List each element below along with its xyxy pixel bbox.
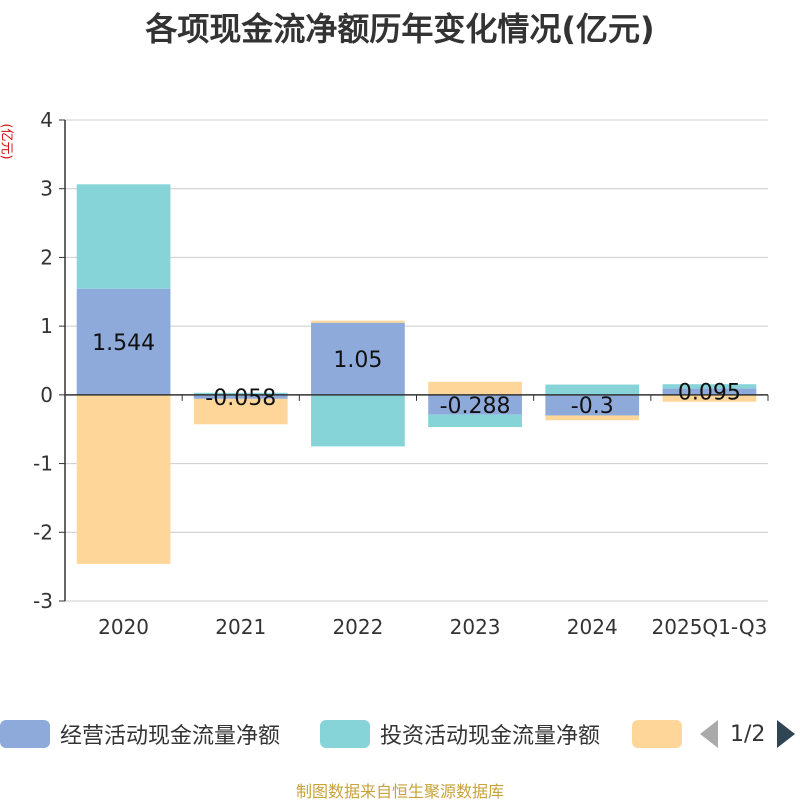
legend-swatch-operating (0, 720, 50, 748)
data-label: -0.288 (440, 394, 511, 419)
x-tick-label: 2021 (215, 615, 266, 639)
bar-operating (545, 394, 640, 416)
bar-investing (662, 384, 757, 389)
bar-financing (545, 415, 640, 421)
bar-investing (76, 184, 171, 289)
y-tick-label: -2 (33, 520, 53, 544)
y-tick-label: 1 (40, 314, 53, 338)
bar-investing (428, 414, 522, 428)
data-label: -0.3 (571, 394, 614, 419)
bar-operating (428, 394, 522, 415)
chart-title: 各项现金流净额历年变化情况(亿元) (145, 10, 655, 48)
data-label: 1.05 (333, 348, 382, 373)
data-label: 1.544 (92, 331, 155, 356)
data-source-note: 制图数据来自恒生聚源数据库 (295, 782, 504, 801)
bar-investing (311, 394, 405, 447)
x-tick-label: 2024 (567, 615, 618, 639)
bar-operating (193, 394, 288, 399)
bar-financing (76, 394, 171, 564)
y-tick-label: 4 (40, 108, 53, 132)
prev-page-icon[interactable] (700, 720, 718, 748)
data-label: 0.095 (678, 381, 741, 406)
legend-swatch-investing (320, 720, 370, 748)
bar-investing (193, 392, 288, 395)
legend: 经营活动现金流量净额 投资活动现金流量净额 (0, 716, 800, 756)
y-tick-label: 3 (40, 177, 53, 201)
legend-item-operating[interactable]: 经营活动现金流量净额 (0, 716, 280, 752)
legend-pager: 1/2 (700, 716, 796, 752)
y-tick-label: -1 (33, 452, 53, 476)
legend-item-financing[interactable] (632, 716, 682, 752)
bar-operating (662, 388, 757, 395)
x-tick-label: 2020 (98, 615, 149, 639)
bar-operating (311, 322, 405, 395)
legend-label-operating: 经营活动现金流量净额 (60, 724, 281, 749)
next-page-icon[interactable] (777, 720, 796, 748)
cash-flow-chart: -3 -2 -1 0 1 2 3 4 1.544 -0.058 1.05 -0.288 -0.3 0.09… (33, 108, 769, 639)
bar-operating (76, 288, 171, 395)
x-tick-label: 2025Q1-Q3 (652, 615, 768, 639)
y-tick-label: 2 (40, 245, 53, 269)
bar-financing (193, 398, 288, 425)
bar-financing (662, 394, 757, 402)
legend-item-investing[interactable]: 投资活动现金流量净额 (320, 716, 600, 752)
y-tick-label: -3 (33, 589, 53, 613)
x-tick-label: 2022 (332, 615, 383, 639)
bar-financing (311, 320, 405, 323)
data-label: -0.058 (205, 386, 276, 411)
legend-page-indicator: 1/2 (730, 721, 766, 747)
legend-swatch-financing (632, 720, 682, 748)
legend-label-investing: 投资活动现金流量净额 (380, 724, 601, 749)
x-tick-label: 2023 (450, 615, 501, 639)
bar-financing (428, 381, 522, 395)
y-tick-label: 0 (40, 383, 53, 407)
bar-investing (545, 384, 640, 395)
